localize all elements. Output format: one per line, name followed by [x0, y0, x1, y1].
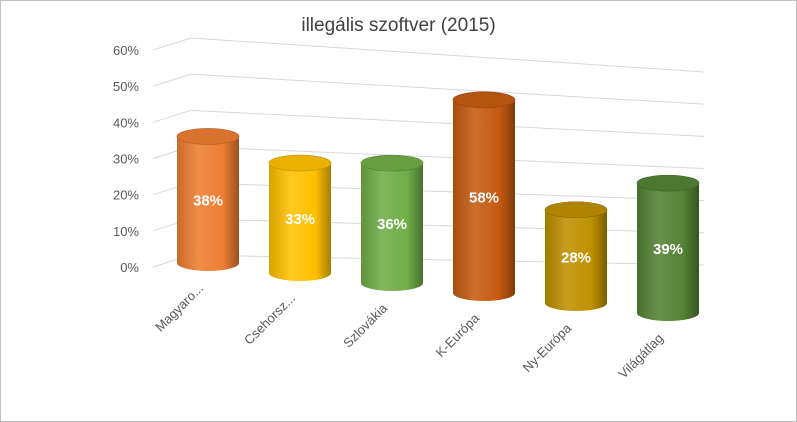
bar-csehorsz	[268, 154, 332, 281]
bar-body	[269, 163, 331, 281]
y-tick-label: 60%	[113, 43, 139, 58]
gridline	[152, 73, 705, 105]
bar-body	[545, 209, 607, 311]
bar-body	[637, 183, 699, 321]
y-tick-label: 50%	[113, 79, 139, 94]
bar-top	[176, 128, 240, 145]
bar-top	[360, 154, 424, 172]
data-label: 58%	[469, 189, 499, 206]
category-label: K-Európa	[433, 310, 483, 360]
data-label: 33%	[285, 211, 315, 228]
bar-body	[453, 99, 515, 301]
bar-body	[361, 163, 423, 291]
category-label: Világátlag	[615, 331, 666, 382]
data-label: 39%	[653, 241, 683, 258]
y-tick-label: 30%	[113, 152, 139, 167]
data-label: 28%	[561, 249, 591, 266]
bar-vil-g-tlag	[636, 174, 700, 321]
data-label: 36%	[377, 216, 407, 233]
bar-szlov-kia	[360, 154, 424, 291]
y-tick-label: 0%	[120, 260, 139, 275]
bar-top	[268, 154, 332, 172]
category-label: Szlovákia	[340, 300, 390, 350]
gridline	[152, 37, 705, 73]
bar-top	[452, 91, 516, 109]
bar-top	[544, 201, 608, 219]
data-label: 38%	[193, 193, 223, 210]
category-label: Ny-Európa	[520, 320, 575, 375]
y-tick-label: 40%	[113, 115, 139, 130]
bar-magyaro	[176, 128, 240, 271]
bar-k-eur-pa	[452, 91, 516, 301]
y-tick-label: 10%	[113, 224, 139, 239]
y-tick-label: 20%	[113, 188, 139, 203]
chart-title: illegális szoftver (2015)	[301, 15, 496, 36]
category-label: Csehorsz...	[241, 291, 298, 348]
gridline	[152, 109, 705, 137]
category-label: Magyaro...	[152, 281, 206, 335]
bar-body	[177, 136, 239, 271]
bar-ny-eur-pa	[544, 201, 608, 311]
bar-top	[636, 174, 700, 192]
